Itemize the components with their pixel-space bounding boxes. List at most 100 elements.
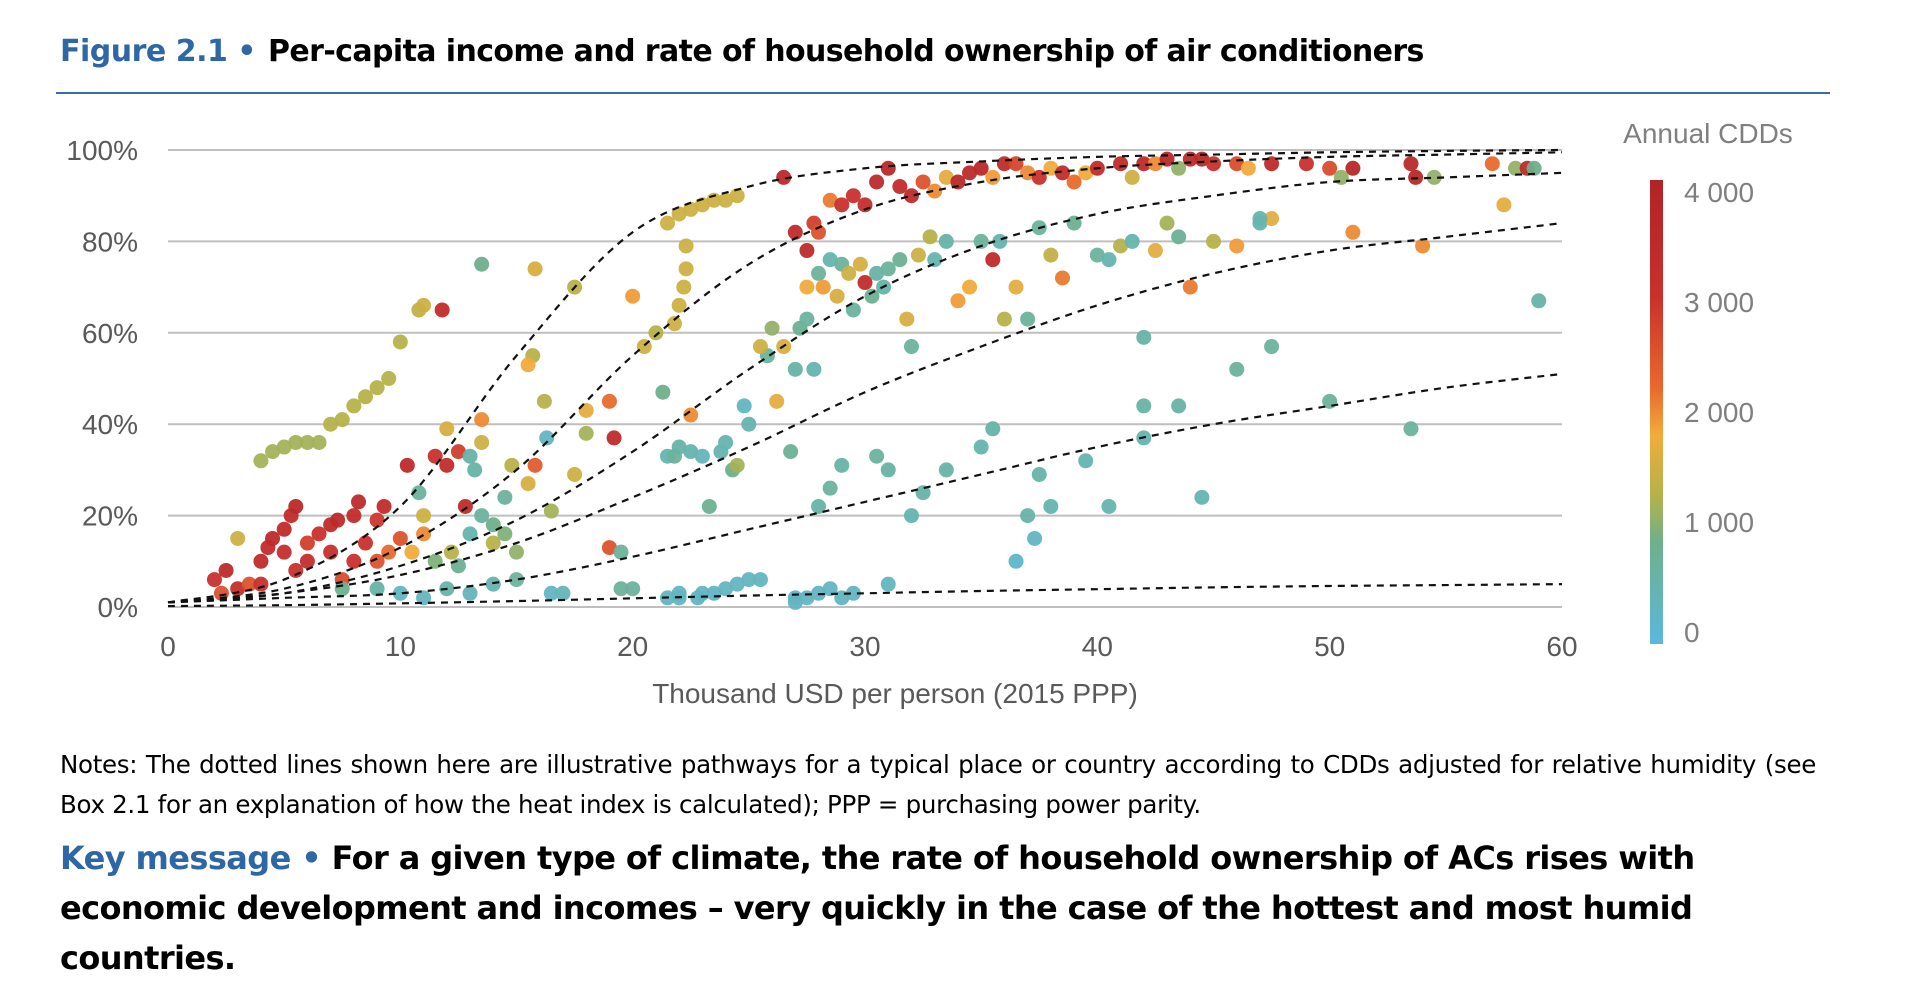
data-point [910, 247, 926, 263]
data-point [1101, 498, 1117, 514]
data-point [718, 581, 734, 597]
x-tick-label: 60 [1546, 631, 1577, 662]
data-point [678, 261, 694, 277]
data-point [701, 498, 717, 514]
y-tick-label: 0% [98, 592, 138, 623]
data-point [539, 430, 555, 446]
data-point [1124, 169, 1140, 185]
data-point [671, 297, 687, 313]
data-point [834, 197, 850, 213]
figure-notes: Notes: The dotted lines shown here are i… [60, 750, 1816, 819]
data-point [729, 576, 745, 592]
data-point [369, 380, 385, 396]
data-point [206, 572, 222, 588]
x-axis-label: Thousand USD per person (2015 PPP) [652, 678, 1138, 709]
data-point [736, 398, 752, 414]
data-point [864, 288, 880, 304]
data-point [950, 293, 966, 309]
data-point [1426, 169, 1442, 185]
pathway-curve [167, 148, 1563, 604]
data-point [880, 160, 896, 176]
data-point [841, 265, 857, 281]
data-point [1101, 252, 1117, 268]
data-point [450, 558, 466, 574]
colorbar [1650, 180, 1663, 644]
data-point [683, 407, 699, 423]
data-point [1194, 489, 1210, 505]
data-point [536, 393, 552, 409]
figure-header: Figure 2.1 • Per-capita income and rate … [56, 30, 1830, 94]
data-point [752, 572, 768, 588]
data-point [381, 371, 397, 386]
data-point [504, 457, 520, 473]
data-point [1229, 361, 1245, 377]
scatter-chart: 0% 20% 40% 60% 80% 100% 0 10 20 30 40 50 60 Thousan… [66, 118, 1792, 709]
data-point [450, 444, 466, 460]
data-point [346, 398, 362, 414]
data-point [520, 357, 536, 373]
data-point [1054, 165, 1070, 181]
data-point [892, 252, 908, 268]
y-tick-label: 20% [82, 501, 138, 532]
data-point [527, 457, 543, 473]
data-points [206, 151, 1547, 610]
data-point [509, 572, 524, 588]
data-point [392, 334, 408, 350]
data-point [938, 169, 954, 185]
data-point [822, 581, 838, 597]
data-point [474, 434, 490, 450]
data-point [613, 544, 629, 560]
data-point [376, 498, 392, 514]
data-point [1136, 329, 1152, 345]
data-point [462, 448, 478, 464]
x-axis-ticks: 0 10 20 30 40 50 60 [160, 631, 1577, 662]
data-point [962, 165, 978, 181]
data-point [1147, 156, 1163, 172]
data-point [845, 585, 861, 601]
pathway-curves [167, 148, 1563, 608]
data-point [996, 311, 1012, 327]
data-point [718, 434, 734, 450]
data-point [578, 402, 594, 418]
data-point [1078, 453, 1094, 469]
data-point [1333, 169, 1349, 185]
data-point [381, 544, 397, 560]
data-point [1322, 160, 1338, 176]
data-point [1159, 215, 1175, 231]
data-point [613, 581, 629, 597]
data-point [1113, 156, 1129, 172]
data-point [822, 252, 838, 268]
pathway-curve [167, 222, 1563, 604]
data-point [903, 188, 919, 204]
data-point [938, 462, 954, 478]
data-point [1403, 156, 1419, 172]
data-point [880, 462, 896, 478]
data-point [678, 238, 694, 254]
data-point [1206, 156, 1221, 172]
data-point [351, 494, 367, 510]
data-point [218, 562, 234, 578]
data-point [927, 252, 943, 268]
data-point [1240, 160, 1256, 176]
data-point [903, 339, 919, 355]
data-point [392, 585, 408, 601]
data-point [648, 325, 664, 341]
data-point [276, 521, 292, 537]
data-point [973, 439, 989, 455]
data-point [567, 466, 583, 482]
y-tick-label: 60% [82, 318, 138, 349]
data-point [253, 553, 269, 569]
data-point [334, 412, 350, 428]
data-point [323, 416, 339, 432]
data-point [690, 590, 706, 606]
data-point [718, 192, 734, 208]
data-point [1415, 238, 1431, 254]
data-point [601, 540, 617, 556]
data-point [683, 201, 699, 217]
data-point [666, 316, 682, 332]
figure-title: Per-capita income and rate of household … [268, 34, 1424, 69]
data-point [729, 457, 745, 473]
data-point [497, 489, 513, 505]
data-point [1252, 211, 1268, 227]
data-point [903, 508, 919, 524]
